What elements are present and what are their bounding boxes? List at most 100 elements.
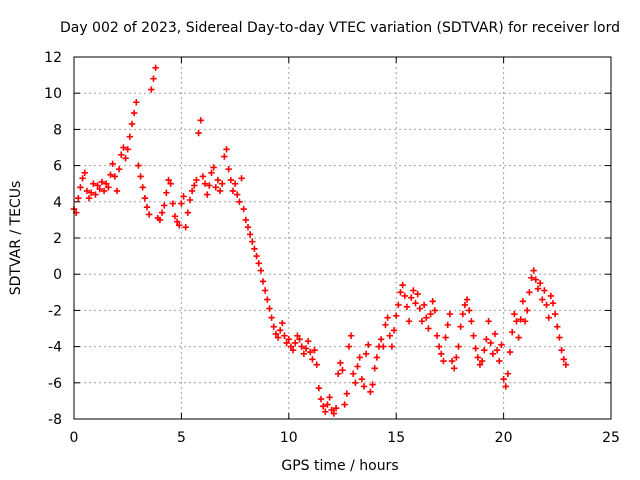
data-point bbox=[242, 216, 250, 224]
data-point bbox=[270, 323, 277, 330]
y-axis-label: SDTVAR / TECUs bbox=[8, 181, 24, 296]
data-point bbox=[173, 218, 181, 225]
data-point bbox=[438, 350, 445, 358]
data-point bbox=[487, 339, 494, 347]
data-point bbox=[444, 321, 451, 329]
data-point bbox=[210, 164, 217, 171]
data-point bbox=[79, 175, 86, 182]
plot-frame bbox=[73, 56, 612, 420]
data-point bbox=[103, 180, 110, 187]
data-points bbox=[70, 64, 570, 417]
data-point bbox=[326, 394, 333, 401]
data-point bbox=[498, 341, 505, 348]
data-point bbox=[304, 337, 312, 345]
data-point bbox=[115, 166, 123, 173]
data-point bbox=[504, 370, 512, 377]
data-point bbox=[96, 185, 103, 193]
data-point bbox=[178, 200, 185, 207]
data-point bbox=[466, 307, 473, 314]
data-point bbox=[515, 334, 522, 341]
data-point bbox=[238, 175, 245, 182]
data-point bbox=[493, 347, 501, 354]
data-point bbox=[289, 347, 297, 354]
data-point bbox=[259, 278, 267, 285]
data-point bbox=[191, 182, 198, 189]
data-point bbox=[255, 260, 262, 267]
data-point bbox=[225, 166, 232, 173]
data-point bbox=[161, 202, 168, 209]
data-point bbox=[229, 187, 237, 195]
data-point bbox=[135, 162, 142, 169]
data-point bbox=[560, 356, 567, 363]
x-tick-label: 0 bbox=[70, 430, 79, 446]
data-point bbox=[418, 318, 426, 325]
data-point bbox=[356, 354, 363, 361]
y-tick-label: 6 bbox=[53, 159, 62, 175]
data-point bbox=[554, 323, 561, 330]
data-point bbox=[92, 191, 99, 198]
data-point bbox=[193, 176, 200, 184]
data-point bbox=[266, 305, 273, 312]
grid bbox=[74, 57, 611, 419]
data-point bbox=[390, 327, 398, 334]
data-point bbox=[169, 200, 177, 207]
data-point bbox=[236, 198, 243, 205]
data-point bbox=[156, 216, 164, 224]
y-tick-label: -6 bbox=[48, 376, 62, 392]
data-point bbox=[83, 187, 91, 195]
data-point bbox=[158, 209, 166, 216]
data-point bbox=[279, 319, 286, 327]
y-tick-label: 12 bbox=[44, 50, 62, 66]
data-point bbox=[450, 365, 458, 372]
data-point bbox=[405, 318, 413, 325]
data-point bbox=[360, 383, 368, 390]
data-point bbox=[350, 370, 357, 377]
data-point bbox=[113, 187, 121, 195]
data-point bbox=[517, 316, 524, 323]
data-point bbox=[513, 318, 520, 325]
data-point bbox=[300, 350, 308, 358]
data-point bbox=[539, 296, 546, 303]
data-point bbox=[109, 160, 116, 167]
data-point bbox=[107, 171, 114, 178]
data-point bbox=[221, 153, 228, 160]
y-tick-label: -2 bbox=[48, 303, 62, 319]
data-point bbox=[143, 204, 151, 211]
data-point bbox=[502, 383, 509, 390]
data-point bbox=[410, 287, 417, 294]
data-point bbox=[335, 370, 342, 377]
data-point bbox=[139, 184, 146, 191]
data-point bbox=[545, 314, 552, 321]
x-tick-label: 15 bbox=[387, 430, 405, 446]
data-point bbox=[214, 176, 222, 184]
data-point bbox=[414, 290, 421, 298]
data-point bbox=[203, 191, 211, 198]
data-point bbox=[309, 356, 316, 363]
data-point bbox=[532, 276, 540, 283]
data-point bbox=[403, 303, 411, 310]
data-point bbox=[472, 345, 479, 352]
data-point bbox=[547, 292, 555, 300]
data-point bbox=[500, 375, 507, 383]
data-point bbox=[186, 196, 194, 204]
data-point bbox=[401, 292, 408, 300]
data-point bbox=[219, 180, 226, 187]
data-point bbox=[384, 314, 391, 321]
data-point bbox=[296, 336, 303, 343]
y-tick-labels: -8 -6 -4 -2 0 2 4 6 8 10 12 bbox=[44, 50, 62, 428]
data-point bbox=[506, 348, 514, 356]
data-point bbox=[365, 341, 372, 348]
data-point bbox=[111, 173, 119, 180]
data-point bbox=[311, 347, 318, 354]
data-point bbox=[201, 180, 209, 187]
data-point bbox=[393, 312, 400, 320]
data-point bbox=[150, 75, 157, 82]
data-point bbox=[530, 267, 537, 274]
data-point bbox=[313, 361, 320, 368]
data-point bbox=[148, 86, 155, 93]
data-point bbox=[208, 169, 215, 177]
data-point bbox=[345, 343, 353, 350]
y-tick-label: 10 bbox=[44, 86, 62, 102]
data-point bbox=[455, 343, 462, 350]
